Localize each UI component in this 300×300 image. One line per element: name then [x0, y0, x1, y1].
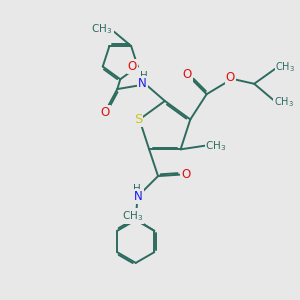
- Text: CH$_3$: CH$_3$: [122, 209, 143, 223]
- Text: N: N: [134, 190, 143, 203]
- Text: O: O: [226, 71, 235, 84]
- Text: O: O: [181, 168, 190, 181]
- Text: S: S: [134, 113, 142, 126]
- Text: CH$_3$: CH$_3$: [206, 139, 226, 152]
- Text: H: H: [140, 71, 148, 81]
- Text: O: O: [128, 60, 137, 73]
- Text: CH$_3$: CH$_3$: [275, 61, 296, 74]
- Text: N: N: [138, 76, 147, 90]
- Text: CH$_3$: CH$_3$: [92, 22, 113, 36]
- Text: CH$_3$: CH$_3$: [274, 95, 294, 109]
- Text: O: O: [183, 68, 192, 81]
- Text: H: H: [134, 184, 141, 194]
- Text: O: O: [101, 106, 110, 119]
